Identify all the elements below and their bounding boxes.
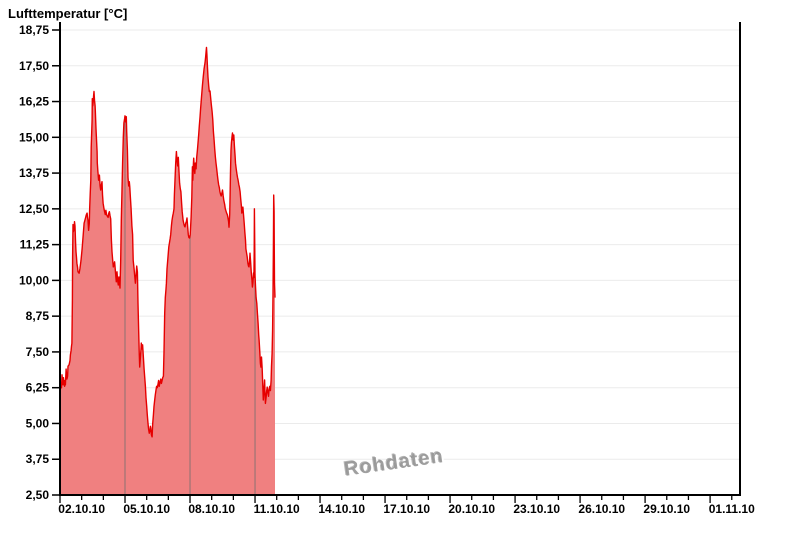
y-tick-label: 18,75 [19, 23, 49, 37]
y-axis-ticks: 2,50 3,75 5,00 6,25 7,50 8,75 10,00 11,25 12,50 1… [19, 23, 60, 502]
y-tick-label: 2,50 [26, 488, 50, 502]
x-tick-label: 29.10.10 [643, 502, 690, 516]
y-tick-label: 5,00 [26, 416, 50, 430]
x-tick-label: 01.11.10 [709, 502, 755, 516]
y-tick-label: 11,25 [20, 238, 50, 252]
y-tick-label: 17,50 [19, 59, 49, 73]
y-tick-label: 12,50 [19, 202, 49, 216]
y-tick-label: 13,75 [19, 166, 49, 180]
y-tick-label: 16,25 [19, 95, 49, 109]
y-tick-label: 8,75 [26, 309, 50, 323]
x-tick-label: 14.10.10 [318, 502, 365, 516]
y-tick-label: 6,25 [26, 381, 50, 395]
x-tick-label: 11.10.10 [254, 502, 300, 516]
x-tick-label: 26.10.10 [578, 502, 625, 516]
x-axis-ticks [59, 495, 733, 503]
chart-title: Lufttemperatur [°C] [8, 6, 128, 21]
x-tick-label: 23.10.10 [513, 502, 560, 516]
y-tick-label: 7,50 [26, 345, 50, 359]
x-tick-label: 02.10.10 [58, 502, 105, 516]
y-tick-label: 15,00 [19, 130, 49, 144]
y-tick-label: 10,00 [19, 273, 49, 287]
x-tick-label: 20.10.10 [448, 502, 495, 516]
x-axis-labels: 02.10.10 05.10.10 08.10.10 11.10.10 14.10.10… [58, 502, 755, 516]
x-tick-label: 17.10.10 [383, 502, 430, 516]
x-tick-label: 05.10.10 [123, 502, 170, 516]
y-tick-label: 3,75 [26, 452, 50, 466]
y-gridlines [61, 29, 739, 460]
x-tick-label: 08.10.10 [188, 502, 235, 516]
temperature-line [59, 46, 276, 438]
